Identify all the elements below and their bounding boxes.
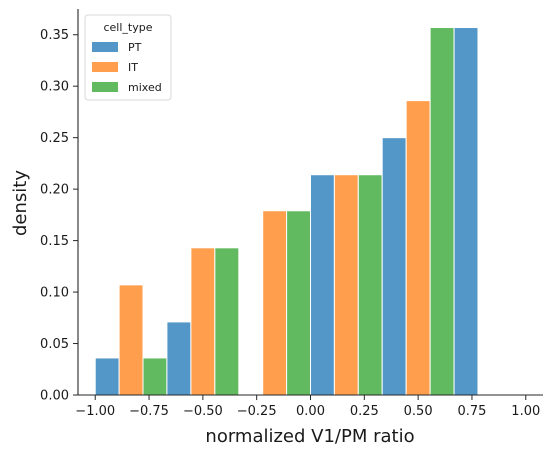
y-tick-label: 0.10 — [40, 286, 69, 301]
legend-label-IT: IT — [128, 61, 138, 74]
bar-IT-bin-3 — [333, 174, 359, 396]
legend-label-mixed: mixed — [128, 81, 162, 94]
bar-mixed-bin-2 — [286, 210, 311, 396]
x-tick-label: 1.00 — [511, 404, 540, 419]
x-tick-label: 0.00 — [296, 404, 325, 419]
legend-swatch-IT — [92, 62, 118, 72]
y-tick-label: 0.15 — [40, 234, 69, 249]
legend-label-PT: PT — [128, 41, 142, 54]
legend: cell_type PT IT mixed — [84, 14, 172, 101]
x-tick-label: 0.75 — [457, 404, 486, 419]
y-tick-label: 0.30 — [40, 80, 69, 95]
axes-layer: −1.00 −0.75 −0.50 −0.25 0.00 0.25 0.50 0.75 1.00… — [40, 9, 543, 419]
y-tick-label: 0.20 — [40, 183, 69, 198]
legend-frame — [84, 14, 172, 101]
bar-IT-bin-4 — [405, 100, 431, 396]
bar-mixed-bin-4 — [429, 27, 455, 396]
y-axis-title: density — [10, 170, 31, 236]
y-tick-label: 0.00 — [40, 389, 69, 404]
x-tick-label: 0.50 — [404, 404, 433, 419]
y-tick-label: 0.35 — [40, 28, 69, 43]
bar-PT-bin-4 — [381, 137, 407, 396]
bar-PT-bin-5 — [453, 27, 479, 396]
bar-PT-bin-1 — [166, 321, 192, 396]
bar-mixed-bin-0 — [142, 357, 168, 396]
legend-swatch-mixed — [92, 82, 118, 92]
bar-PT-bin-3 — [310, 174, 335, 396]
bar-IT-bin-2 — [262, 210, 288, 396]
y-tick-label: 0.05 — [40, 337, 69, 352]
bar-IT-bin-0 — [118, 284, 144, 396]
x-tick-label: −0.75 — [129, 404, 169, 419]
x-tick-label: −1.00 — [75, 404, 115, 419]
legend-swatch-PT — [92, 42, 118, 52]
bar-mixed-bin-3 — [357, 174, 383, 396]
x-tick-label: −0.25 — [237, 404, 277, 419]
bar-mixed-bin-1 — [214, 247, 240, 396]
x-tick-label: 0.25 — [350, 404, 379, 419]
x-tick-label: −0.50 — [183, 404, 223, 419]
legend-title: cell_type — [103, 21, 152, 34]
bar-IT-bin-1 — [190, 247, 216, 396]
bar-PT-bin-0 — [94, 357, 120, 396]
y-tick-label: 0.25 — [40, 131, 69, 146]
x-axis-title: normalized V1/PM ratio — [205, 426, 414, 447]
